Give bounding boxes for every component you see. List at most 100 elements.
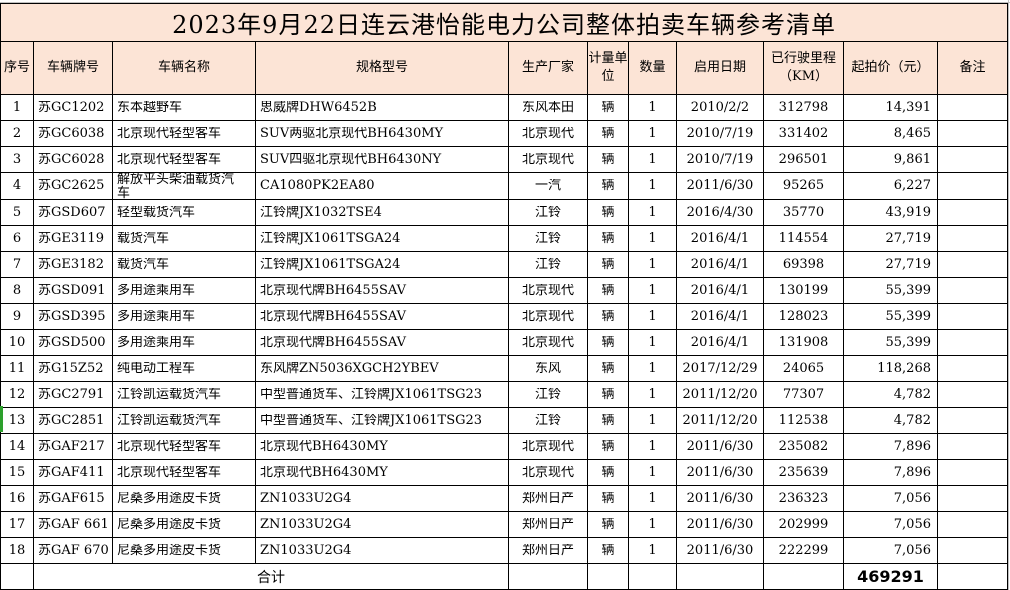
header-index: 序号 — [0, 41, 34, 95]
row-13-selection-marker — [0, 406, 3, 432]
total-cell-mileage — [763, 563, 844, 590]
cell-index: 16 — [0, 485, 34, 512]
cell-maker: 北京现代 — [508, 120, 588, 147]
cell-price: 7,896 — [843, 433, 938, 460]
cell-spec: 中型普通货车、江铃牌JX1061TSG23 — [255, 381, 509, 408]
cell-date: 2011/12/20 — [676, 407, 764, 434]
cell-date: 2016/4/1 — [676, 225, 764, 252]
cell-date: 2011/6/30 — [676, 433, 764, 460]
cell-mileage: 24065 — [763, 355, 844, 382]
cell-name: 轻型载货汽车 — [112, 199, 256, 226]
table-row: 16 苏GAF615 尼桑多用途皮卡货 ZN1033U2G4 郑州日产辆 1 2011/6/… — [0, 485, 1009, 512]
cell-maker: 北京现代 — [508, 329, 588, 356]
cell-mileage: 95265 — [763, 172, 844, 200]
cell-unit: 辆 — [587, 146, 629, 173]
cell-mileage: 202999 — [763, 511, 844, 538]
cell-date: 2011/6/30 — [676, 511, 764, 538]
cell-plate: 苏GC1202 — [33, 94, 113, 121]
cell-remark — [936, 511, 1009, 538]
cell-qty: 1 — [628, 303, 677, 330]
table-row: 5 苏GSD607 轻型载货汽车 江铃牌JX1032TSE4 江铃辆 1 2016/4/30… — [0, 199, 1009, 226]
total-label-cell: 合计 — [33, 563, 509, 590]
cell-qty: 1 — [628, 277, 677, 304]
cell-price: 4,782 — [843, 407, 938, 434]
cell-unit: 辆 — [587, 485, 629, 512]
cell-mileage: 114554 — [763, 225, 844, 252]
cell-name: 解放平头柴油载货汽 车 — [112, 172, 256, 200]
table-row: 6 苏GE3119 载货汽车 江铃牌JX1061TSGA24 江铃辆 1 2016/4/1 1… — [0, 225, 1009, 252]
cell-plate: 苏GAF217 — [33, 433, 113, 460]
cell-name: 北京现代轻型客车 — [112, 120, 256, 147]
cell-name: 江铃凯运载货汽车 — [112, 407, 256, 434]
total-cell-date — [676, 563, 764, 590]
cell-name: 多用途乘用车 — [112, 329, 256, 356]
cell-name: 多用途乘用车 — [112, 303, 256, 330]
cell-qty: 1 — [628, 329, 677, 356]
cell-spec: 思威牌DHW6452B — [255, 94, 509, 121]
cell-maker: 一汽 — [508, 172, 588, 200]
cell-qty: 1 — [628, 537, 677, 564]
table-row: 3 苏GC6028 北京现代轻型客车 SUV四驱北京现代BH6430NY 北京现代辆 1 2… — [0, 146, 1009, 173]
cell-plate: 苏GSD091 — [33, 277, 113, 304]
cell-maker: 江铃 — [508, 407, 588, 434]
cell-qty: 1 — [628, 94, 677, 121]
cell-index: 8 — [0, 277, 34, 304]
sheet-gridline-right — [1008, 0, 1009, 590]
header-unit: 计量单位 — [587, 41, 629, 95]
cell-maker: 江铃 — [508, 225, 588, 252]
cell-index: 7 — [0, 251, 34, 278]
table-row: 8 苏GSD091 多用途乘用车 北京现代牌BH6455SAV 北京现代辆 1 2016/4… — [0, 277, 1009, 304]
cell-price: 7,896 — [843, 459, 938, 486]
cell-spec: SUV两驱北京现代BH6430MY — [255, 120, 509, 147]
cell-name: 东本越野车 — [112, 94, 256, 121]
cell-maker: 郑州日产 — [508, 511, 588, 538]
header-row: 序号 车辆牌号 车辆名称 规格型号 生产厂家 计量单位 数量 启用日期 已行驶里程 （KM） 起拍… — [0, 41, 1009, 95]
cell-mileage: 128023 — [763, 303, 844, 330]
cell-spec: ZN1033U2G4 — [255, 537, 509, 564]
table-row: 15 苏GAF411 北京现代轻型客车 北京现代BH6430MY 北京现代辆 1 2011/… — [0, 459, 1009, 486]
cell-date: 2011/6/30 — [676, 537, 764, 564]
cell-spec: 北京现代牌BH6455SAV — [255, 303, 509, 330]
cell-spec: 北京现代BH6430MY — [255, 459, 509, 486]
cell-date: 2017/12/29 — [676, 355, 764, 382]
cell-mileage: 69398 — [763, 251, 844, 278]
cell-plate: 苏GSD395 — [33, 303, 113, 330]
cell-qty: 1 — [628, 199, 677, 226]
total-row: 合计 469291 — [0, 563, 1009, 590]
table-row: 12 苏GC2791 江铃凯运载货汽车 中型普通货车、江铃牌JX1061TSG23 江铃… — [0, 381, 1009, 408]
cell-remark — [936, 172, 1009, 200]
cell-name: 纯电动工程车 — [112, 355, 256, 382]
cell-unit: 辆 — [587, 303, 629, 330]
cell-name: 北京现代轻型客车 — [112, 146, 256, 173]
cell-index: 14 — [0, 433, 34, 460]
cell-qty: 1 — [628, 120, 677, 147]
cell-plate: 苏GAF 661 — [33, 511, 113, 538]
cell-mileage: 77307 — [763, 381, 844, 408]
cell-remark — [936, 277, 1009, 304]
cell-price: 43,919 — [843, 199, 938, 226]
table-row: 10 苏GSD500 多用途乘用车 北京现代牌BH6455SAV 北京现代辆 1 2016/… — [0, 329, 1009, 356]
cell-remark — [936, 225, 1009, 252]
cell-date: 2011/6/30 — [676, 485, 764, 512]
table-row: 14 苏GAF217 北京现代轻型客车 北京现代BH6430MY 北京现代辆 1 2011/… — [0, 433, 1009, 460]
cell-index: 11 — [0, 355, 34, 382]
cell-remark — [936, 407, 1009, 434]
cell-mileage: 331402 — [763, 120, 844, 147]
cell-spec: 北京现代牌BH6455SAV — [255, 277, 509, 304]
cell-price: 7,056 — [843, 485, 938, 512]
cell-qty: 1 — [628, 355, 677, 382]
cell-date: 2016/4/1 — [676, 303, 764, 330]
table-row: 4 苏GC2625 解放平头柴油载货汽 车 CA1080PK2EA80 一汽辆 1 2011… — [0, 172, 1009, 200]
cell-maker: 江铃 — [508, 251, 588, 278]
cell-date: 2011/6/30 — [676, 459, 764, 486]
cell-spec: 中型普通货车、江铃牌JX1061TSG23 — [255, 407, 509, 434]
cell-unit: 辆 — [587, 433, 629, 460]
cell-remark — [936, 199, 1009, 226]
cell-index: 9 — [0, 303, 34, 330]
cell-date: 2016/4/1 — [676, 329, 764, 356]
cell-unit: 辆 — [587, 120, 629, 147]
cell-name: 尼桑多用途皮卡货 — [112, 485, 256, 512]
cell-name: 尼桑多用途皮卡货 — [112, 511, 256, 538]
cell-plate: 苏GSD607 — [33, 199, 113, 226]
cell-plate: 苏GC2625 — [33, 172, 113, 200]
